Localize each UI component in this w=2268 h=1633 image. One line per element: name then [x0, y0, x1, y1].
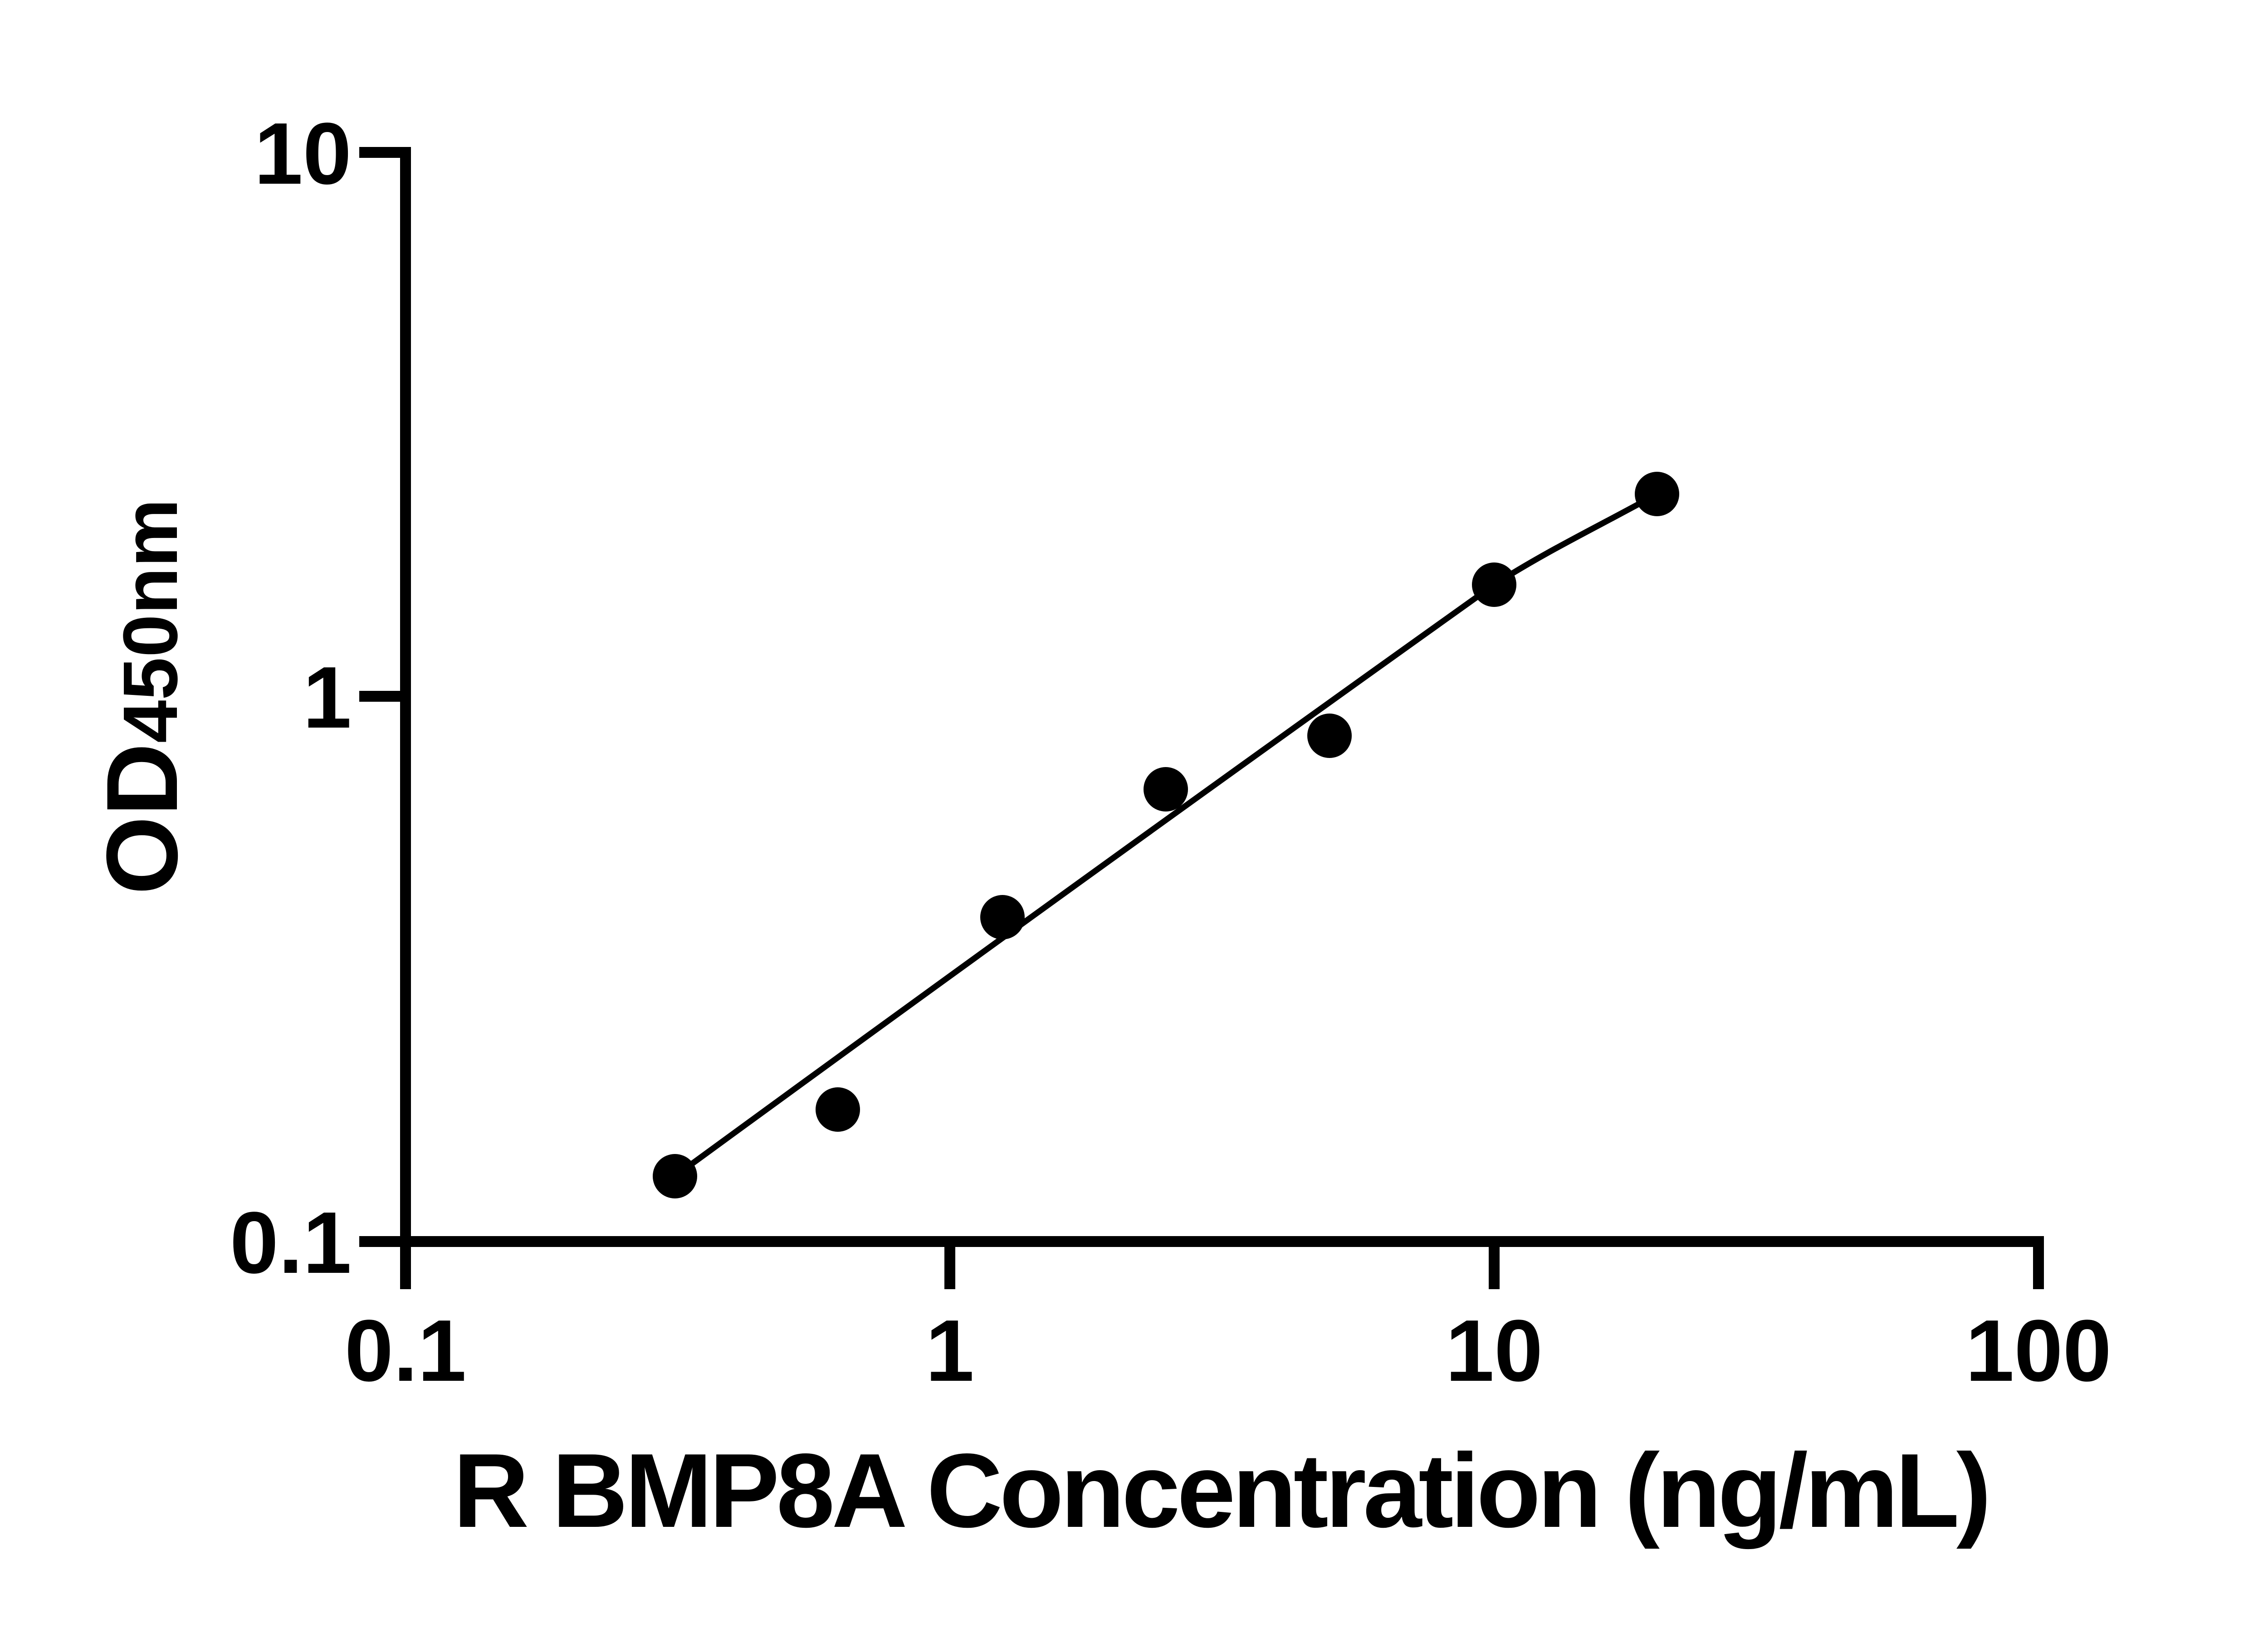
svg-text:1: 1: [303, 648, 352, 746]
svg-text:100: 100: [1965, 1301, 2112, 1399]
svg-text:OD450nm: OD450nm: [86, 499, 199, 895]
svg-text:10: 10: [1446, 1301, 1543, 1399]
svg-text:0.1: 0.1: [345, 1301, 466, 1399]
svg-text:10: 10: [254, 104, 352, 202]
svg-text:1: 1: [925, 1301, 974, 1399]
svg-text:0.1: 0.1: [230, 1193, 352, 1291]
svg-text:R BMP8A Concentration (ng/mL): R BMP8A Concentration (ng/mL): [453, 1432, 1988, 1550]
